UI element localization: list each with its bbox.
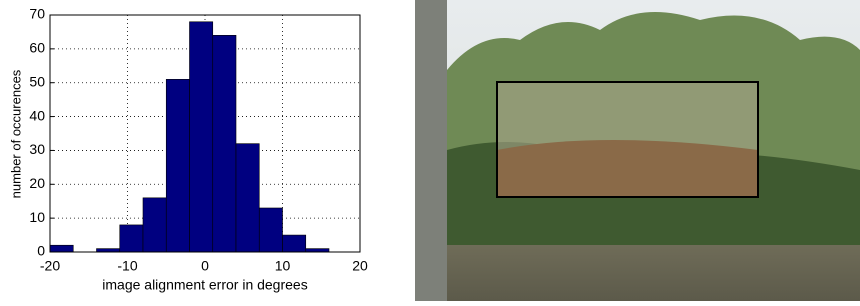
y-tick-label: 60 (29, 40, 45, 56)
bar (166, 79, 189, 252)
bar (143, 198, 166, 252)
photo-border (415, 0, 447, 301)
y-tick-label: 70 (29, 6, 45, 22)
y-tick-label: 20 (29, 175, 45, 191)
y-tick-label: 40 (29, 107, 45, 123)
x-tick-label: -10 (117, 258, 137, 274)
y-tick-label: 10 (29, 209, 45, 225)
x-tick-label: 0 (201, 258, 209, 274)
bar (190, 22, 213, 252)
bar (120, 225, 143, 252)
bar (50, 245, 73, 252)
page: {"chart_data": {"type": "histogram", "xl… (0, 0, 860, 301)
bar (236, 144, 259, 252)
photo (415, 0, 860, 301)
x-tick-label: -20 (40, 258, 60, 274)
x-tick-label: 10 (275, 258, 291, 274)
bar (283, 235, 306, 252)
bar (97, 249, 120, 252)
bar (306, 249, 329, 252)
bar (259, 208, 282, 252)
y-axis-label: number of occurences (8, 69, 23, 198)
figure: image alignment error in degrees number … (0, 0, 860, 301)
photo-brush (497, 140, 758, 197)
x-tick-label: 20 (352, 258, 368, 274)
bar (213, 35, 236, 252)
photo-water (447, 245, 860, 301)
y-tick-label: 0 (37, 243, 45, 259)
y-tick-label: 50 (29, 73, 45, 89)
x-axis-label: image alignment error in degrees (102, 277, 307, 293)
y-tick-label: 30 (29, 141, 45, 157)
